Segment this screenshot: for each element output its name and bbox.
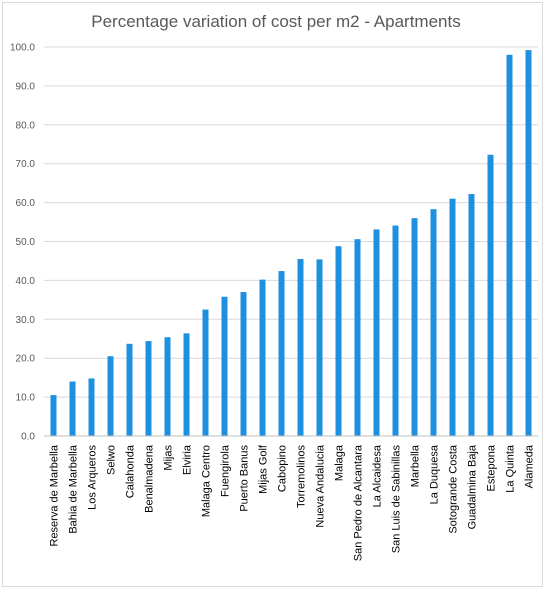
x-tick-label: Elviria xyxy=(182,444,194,475)
bar xyxy=(354,239,361,436)
x-tick-label: Reserva de Marbella xyxy=(49,444,61,546)
y-axis-ticks: 0.0 10.0 20.0 30.0 40.0 50.0 60.0 70.0 80.0 90.0 1… xyxy=(10,43,35,443)
y-tick-label: 10.0 xyxy=(16,393,36,404)
y-tick-label: 50.0 xyxy=(16,237,36,248)
bar xyxy=(50,395,57,436)
x-tick-label: Alameda xyxy=(524,444,536,488)
x-tick-label: La Quinta xyxy=(505,444,517,493)
x-tick-label: Cabopino xyxy=(277,445,289,492)
x-tick-label: Sotogrande Costa xyxy=(448,444,460,534)
x-tick-label: San Pedro de Alcantara xyxy=(353,444,365,561)
bar xyxy=(297,259,304,436)
x-tick-label: Mijas xyxy=(163,445,175,471)
bar xyxy=(335,246,342,436)
x-axis-ticks: Reserva de Marbella Bahia de Marbella Los … xyxy=(49,444,536,561)
y-tick-label: 100.0 xyxy=(10,43,35,54)
x-tick-label: Benalmadena xyxy=(144,444,156,513)
x-tick-label: La Duquesa xyxy=(429,444,441,504)
x-tick-label: San Luis de Sabinillas xyxy=(391,445,403,554)
x-tick-label: Calahonda xyxy=(125,444,137,498)
x-tick-label: Nueva Andalucia xyxy=(315,444,327,527)
bar xyxy=(468,194,475,436)
x-tick-label: Mijas Golf xyxy=(258,444,270,494)
bar xyxy=(487,154,494,437)
bars xyxy=(50,50,532,437)
y-tick-label: 90.0 xyxy=(16,81,36,92)
x-tick-label: Fuengirola xyxy=(220,444,232,497)
bar xyxy=(411,218,418,436)
x-tick-label: Estepona xyxy=(486,444,498,491)
x-tick-label: Guadalmina Baja xyxy=(467,444,479,529)
bar xyxy=(449,198,456,436)
y-tick-label: 0.0 xyxy=(21,432,35,443)
bar xyxy=(202,309,209,436)
y-tick-label: 40.0 xyxy=(16,276,36,287)
bar xyxy=(164,337,171,436)
chart-title: Percentage variation of cost per m2 - Ap… xyxy=(91,12,460,31)
bar xyxy=(316,259,323,436)
x-tick-label: Bahia de Marbella xyxy=(68,444,80,534)
x-tick-label: Malaga xyxy=(334,444,346,481)
y-tick-label: 80.0 xyxy=(16,120,36,131)
x-tick-label: Marbella xyxy=(410,444,422,487)
x-tick-label: Torremolinos xyxy=(296,445,308,508)
y-tick-label: 60.0 xyxy=(16,198,36,209)
bar xyxy=(221,296,228,436)
bar xyxy=(373,229,380,436)
bar xyxy=(145,341,152,436)
grid-lines xyxy=(44,46,538,398)
bar xyxy=(107,356,114,436)
x-tick-label: La Alcaidesa xyxy=(372,444,384,507)
x-tick-label: Selwo xyxy=(106,445,118,475)
y-tick-label: 70.0 xyxy=(16,159,36,170)
y-tick-label: 30.0 xyxy=(16,315,36,326)
bar xyxy=(183,333,190,436)
x-tick-label: Los Arqueros xyxy=(87,445,99,510)
bar xyxy=(430,209,437,436)
x-tick-label: Puerto Banus xyxy=(239,445,251,512)
bar xyxy=(392,225,399,436)
bar xyxy=(88,378,95,436)
bar xyxy=(69,381,76,436)
bar xyxy=(259,279,266,436)
x-tick-label: Malaga Centro xyxy=(201,445,213,517)
bar xyxy=(525,50,532,436)
bar xyxy=(240,292,247,436)
y-tick-label: 20.0 xyxy=(16,354,36,365)
bar xyxy=(506,54,513,436)
bar xyxy=(278,271,285,436)
bar xyxy=(126,343,133,436)
